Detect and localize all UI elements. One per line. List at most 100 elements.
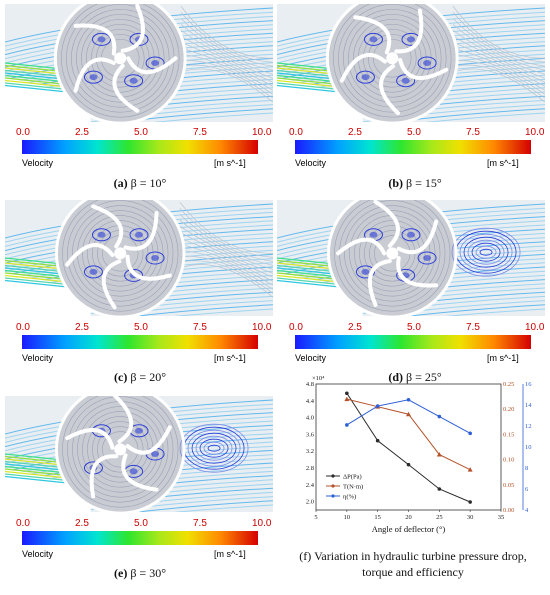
caption-text: β = 25° <box>403 370 442 384</box>
colorbar-title: Velocity <box>22 353 54 363</box>
colorbar-tick: 7.5 <box>466 322 480 333</box>
colorbar-gradient <box>295 335 531 349</box>
colorbar-tick: 5.0 <box>134 518 148 529</box>
y2-tick-label: 0.20 <box>503 406 514 413</box>
streamline-image <box>5 396 273 512</box>
series-point <box>345 391 349 396</box>
colorbar-units: [m s^-1] <box>487 353 519 363</box>
streamline-image <box>5 4 273 122</box>
x-tick-label: 15 <box>374 514 381 521</box>
streamline-image <box>277 4 545 122</box>
colorbar-gradient <box>22 531 258 545</box>
legend-label: η(%) <box>343 494 356 501</box>
legend-marker <box>331 474 335 478</box>
series-line <box>346 392 471 503</box>
y1-tick-label: 4.0 <box>306 415 314 422</box>
colorbar-tick: 0.0 <box>289 322 303 333</box>
caption-e: (e) β = 30° <box>70 566 210 581</box>
caption-text: β = 30° <box>127 566 166 580</box>
colorbar-tick: 7.5 <box>193 127 207 138</box>
x-tick-label: 20 <box>405 514 412 521</box>
colorbar-tick: 0.0 <box>16 127 30 138</box>
caption-label: (d) <box>388 370 403 384</box>
caption-b: (b) β = 15° <box>345 176 485 191</box>
colorbar-title: Velocity <box>295 158 327 168</box>
y1-tick-label: 2.0 <box>306 499 314 506</box>
series-point <box>467 467 473 472</box>
colorbar-tick: 10.0 <box>252 322 272 333</box>
series-point <box>406 462 411 467</box>
caption-d: (d) β = 25° <box>345 370 485 385</box>
caption-a: (a) β = 10° <box>70 176 210 191</box>
colorbar-units: [m s^-1] <box>214 353 246 363</box>
colorbar-b <box>295 140 531 154</box>
series-point <box>468 431 472 436</box>
colorbar-tick: 2.5 <box>75 127 89 138</box>
y3-tick-label: 10 <box>525 444 532 451</box>
y2-tick-label: 0.15 <box>503 431 514 438</box>
caption-f: (f) Variation in hydraulic turbine press… <box>276 548 550 580</box>
x-tick-label: 25 <box>436 514 443 521</box>
colorbar-title: Velocity <box>22 158 54 168</box>
caption-label: (e) <box>114 566 128 580</box>
y1-tick-label: 4.4 <box>306 398 315 405</box>
legend-label: T(N·m) <box>343 484 363 491</box>
colorbar-tick: 0.0 <box>16 322 30 333</box>
y1-tick-label: 2.8 <box>306 465 314 472</box>
x-tick-label: 30 <box>467 514 474 521</box>
flow-field-b <box>277 4 545 122</box>
caption-text: β = 10° <box>127 176 167 190</box>
y1-tick-label: 3.6 <box>306 431 315 438</box>
y2-tick-label: 0.10 <box>503 457 514 464</box>
colorbar-tick: 7.5 <box>193 518 207 529</box>
caption-c: (c) β = 20° <box>70 370 210 385</box>
x-tick-label: 35 <box>498 514 505 521</box>
series-point <box>406 397 411 402</box>
x-tick-label: 10 <box>344 514 351 521</box>
colorbar-gradient <box>22 140 258 154</box>
y1-tick-label: 3.2 <box>306 448 314 455</box>
colorbar-tick: 10.0 <box>525 322 545 333</box>
colorbar-tick: 7.5 <box>466 127 480 138</box>
y3-tick-label: 4 <box>525 507 529 514</box>
caption-label: (c) <box>114 370 128 384</box>
series-point <box>437 414 442 419</box>
y3-tick-label: 16 <box>525 381 532 388</box>
legend-marker <box>331 494 335 498</box>
caption-f-line1: Variation in hydraulic turbine pressure … <box>314 549 527 563</box>
flow-field-c <box>5 200 273 316</box>
y2-tick-label: 0.25 <box>503 381 514 388</box>
colorbar-units: [m s^-1] <box>487 158 519 168</box>
y1-tick-label: 4.8 <box>306 381 314 388</box>
y1-multiplier: ×10⁴ <box>312 375 325 382</box>
x-axis-label: Angle of deflector (°) <box>372 524 446 534</box>
caption-label: (b) <box>388 176 403 190</box>
colorbar-tick: 0.0 <box>289 127 303 138</box>
colorbar-tick: 2.5 <box>348 127 362 138</box>
y1-tick-label: 2.4 <box>306 482 315 489</box>
colorbar-tick: 5.0 <box>134 322 148 333</box>
colorbar-units: [m s^-1] <box>214 158 246 168</box>
colorbar-title: Velocity <box>22 549 54 559</box>
colorbar-tick: 5.0 <box>407 127 421 138</box>
caption-f-line2: torque and efficiency <box>362 565 464 579</box>
y2-tick-label: 0.00 <box>503 507 514 514</box>
series-point <box>437 487 442 491</box>
colorbar-tick: 2.5 <box>75 518 89 529</box>
streamline-image <box>5 200 273 316</box>
colorbar-tick: 7.5 <box>193 322 207 333</box>
caption-label: (a) <box>113 176 128 190</box>
y2-tick-label: 0.05 <box>503 482 514 489</box>
legend-marker <box>331 484 335 488</box>
colorbar-tick: 0.0 <box>16 518 30 529</box>
colorbar-tick: 5.0 <box>134 127 148 138</box>
colorbar-gradient <box>22 335 258 349</box>
colorbar-tick: 10.0 <box>525 127 545 138</box>
colorbar-title: Velocity <box>295 353 327 363</box>
series-line <box>346 398 471 471</box>
legend-label: ΔP(Pa) <box>343 474 362 481</box>
series-point <box>375 438 380 443</box>
series-line <box>346 399 471 434</box>
colorbar-tick: 2.5 <box>348 322 362 333</box>
colorbar-tick: 10.0 <box>252 127 272 138</box>
